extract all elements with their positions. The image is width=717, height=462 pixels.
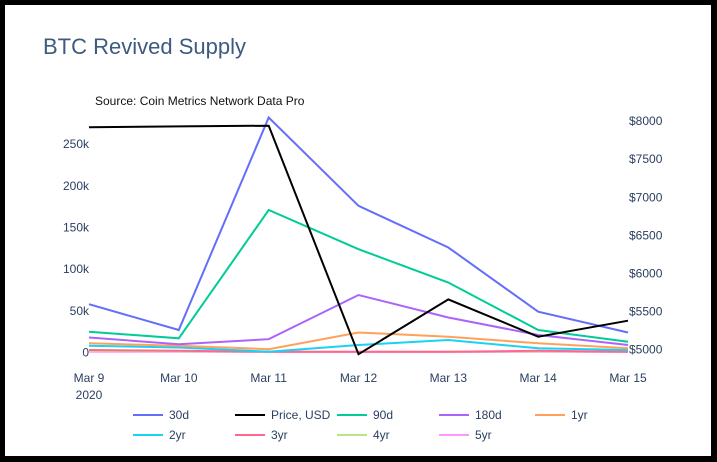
chart-svg: BTC Revived Supply Source: Coin Metrics … <box>43 34 663 442</box>
y-left-tick-label: 250k <box>63 137 90 151</box>
y-right-tick-label: $5000 <box>629 343 663 357</box>
legend-label: 1yr <box>571 408 588 422</box>
y-left-tick-label: 100k <box>63 262 90 276</box>
x-tick-label: Mar 13 <box>430 371 468 385</box>
x-tick-label: Mar 14 <box>519 371 557 385</box>
legend-item-3yr[interactable]: 3yr <box>235 428 288 442</box>
x-tick-label: Mar 9 <box>74 371 105 385</box>
y-left-tick-label: 200k <box>63 179 90 193</box>
series-line-180d <box>88 293 629 346</box>
y-right-tick-label: $7000 <box>629 190 663 204</box>
legend-label: 3yr <box>271 428 288 442</box>
y-left-tick-label: 0 <box>82 346 89 360</box>
legend-label: Price, USD <box>271 408 331 422</box>
y-right-tick-label: $5500 <box>629 305 663 319</box>
series-line-90d <box>88 208 629 343</box>
series-line-price-usd <box>88 124 629 356</box>
legend-item-5yr[interactable]: 5yr <box>439 428 492 442</box>
series-line-3yr <box>88 349 629 353</box>
series-line-2yr <box>88 338 629 353</box>
x-tick-label: Mar 11 <box>250 371 287 385</box>
y-right-tick-label: $8000 <box>629 114 663 128</box>
y-left-tick-label: 150k <box>63 221 90 235</box>
legend-item-30d[interactable]: 30d <box>133 408 189 422</box>
legend-label: 30d <box>169 408 189 422</box>
legend-label: 2yr <box>169 428 186 442</box>
legend-item-price-usd[interactable]: Price, USD <box>235 408 331 422</box>
y-right-tick-label: $6000 <box>629 266 663 280</box>
chart-frame: BTC Revived Supply Source: Coin Metrics … <box>5 5 711 456</box>
legend-item-1yr[interactable]: 1yr <box>535 408 588 422</box>
legend-label: 5yr <box>475 428 492 442</box>
y-left-tick-label: 50k <box>70 304 90 318</box>
legend-item-180d[interactable]: 180d <box>439 408 502 422</box>
x-year-label: 2020 <box>76 388 103 402</box>
legend-label: 180d <box>475 408 502 422</box>
legend-item-4yr[interactable]: 4yr <box>337 428 390 442</box>
legend-label: 4yr <box>373 428 390 442</box>
x-tick-label: Mar 12 <box>340 371 378 385</box>
chart-title: BTC Revived Supply <box>43 34 246 59</box>
y-right-tick-label: $7500 <box>629 152 663 166</box>
x-tick-label: Mar 10 <box>160 371 198 385</box>
legend-label: 90d <box>373 408 393 422</box>
series-line-30d <box>88 115 629 334</box>
legend-item-90d[interactable]: 90d <box>337 408 393 422</box>
x-tick-label: Mar 15 <box>609 371 647 385</box>
y-right-tick-label: $6500 <box>629 228 663 242</box>
source-note: Source: Coin Metrics Network Data Pro <box>95 94 305 108</box>
series-line-1yr <box>88 331 629 351</box>
legend-item-2yr[interactable]: 2yr <box>133 428 186 442</box>
